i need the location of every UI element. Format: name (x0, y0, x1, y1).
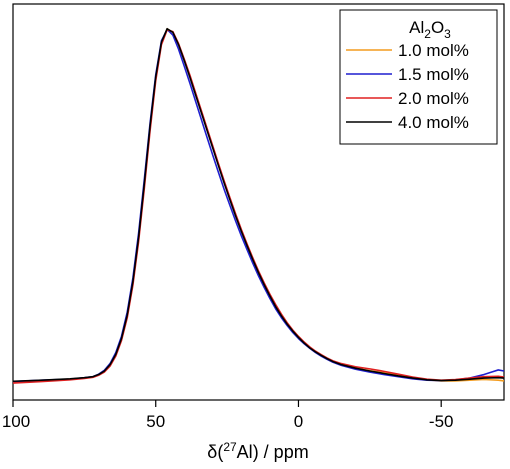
series-layer (12, 27, 505, 384)
legend-label-4: 4.0 mol% (398, 113, 469, 132)
legend: Al2O3 1.0 mol% 1.5 mol% 2.0 mol% 4.0 mol% (339, 9, 498, 145)
legend-label-2: 1.5 mol% (398, 65, 469, 84)
x-tick-label: 100 (2, 412, 30, 431)
legend-entries: 1.0 mol% 1.5 mol% 2.0 mol% 4.0 mol% (346, 41, 469, 132)
plot-frame (12, 3, 505, 401)
x-axis-title: δ(27Al) / ppm (207, 440, 308, 462)
legend-label-3: 2.0 mol% (398, 89, 469, 108)
legend-label-1: 1.0 mol% (398, 41, 469, 60)
legend-title: Al2O3 (409, 18, 451, 41)
x-tick-label: 50 (146, 412, 165, 431)
x-tick-label: 0 (294, 412, 303, 431)
series-line-4 (12, 27, 505, 383)
x-axis-ticks: 100 50 0 -50 (2, 400, 454, 431)
x-tick-label: -50 (429, 412, 454, 431)
